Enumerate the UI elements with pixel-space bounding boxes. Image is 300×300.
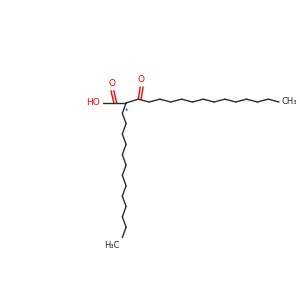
Text: *: * <box>124 108 128 114</box>
Text: O: O <box>138 75 145 84</box>
Text: CH₃: CH₃ <box>282 98 297 106</box>
Text: H₃C: H₃C <box>104 241 119 250</box>
Text: HO: HO <box>86 98 100 107</box>
Text: O: O <box>109 79 116 88</box>
